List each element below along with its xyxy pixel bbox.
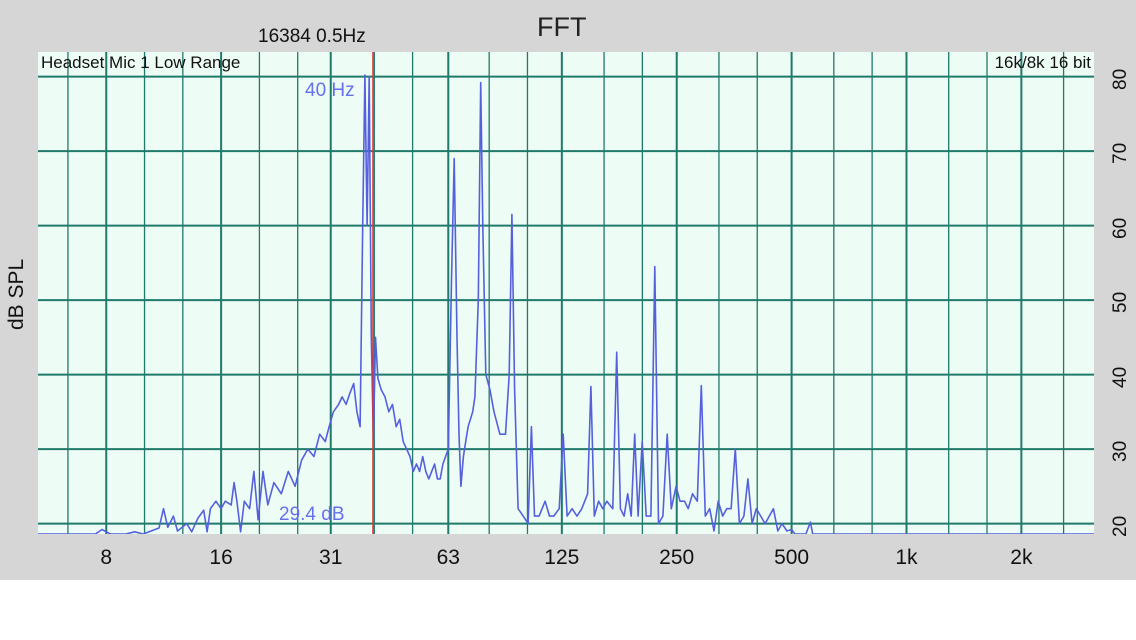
- fft-size-resolution-label: 16384 0.5Hz: [258, 26, 366, 47]
- x-tick-label: 500: [774, 546, 810, 569]
- x-tick-label: 16: [209, 546, 233, 569]
- fft-window: FFT 16384 0.5Hz dB SPL Headset Mic 1 Low…: [0, 0, 1136, 580]
- fft-chart-svg: [38, 52, 1094, 534]
- y-tick-label: 40: [1110, 366, 1131, 388]
- spectrum-trace: [38, 74, 1094, 534]
- y-tick-label: 60: [1110, 217, 1131, 239]
- x-tick-label: 250: [659, 546, 695, 569]
- input-device-label: Headset Mic 1 Low Range: [41, 53, 241, 72]
- x-tick-label: 31: [319, 546, 343, 569]
- fft-plot-area[interactable]: Headset Mic 1 Low Range 16k/8k 16 bit 40…: [38, 52, 1094, 534]
- y-axis-label: dB SPL: [5, 258, 28, 330]
- cursor-db-readout: 29.4 dB: [279, 504, 345, 525]
- x-tick-label: 125: [544, 546, 580, 569]
- y-tick-label: 80: [1110, 68, 1131, 90]
- x-tick-label: 63: [436, 546, 460, 569]
- x-tick-label: 8: [100, 546, 113, 569]
- y-tick-label: 30: [1110, 440, 1131, 463]
- x-tick-label: 2k: [1010, 546, 1033, 569]
- y-tick-label: 70: [1110, 142, 1131, 165]
- x-tick-label: 1k: [895, 546, 918, 569]
- sample-format-label: 16k/8k 16 bit: [994, 53, 1091, 72]
- peak-frequency-readout: 40 Hz: [305, 80, 355, 101]
- y-tick-label: 50: [1110, 291, 1131, 314]
- y-tick-label: 20: [1110, 515, 1131, 537]
- window-title: FFT: [537, 12, 587, 42]
